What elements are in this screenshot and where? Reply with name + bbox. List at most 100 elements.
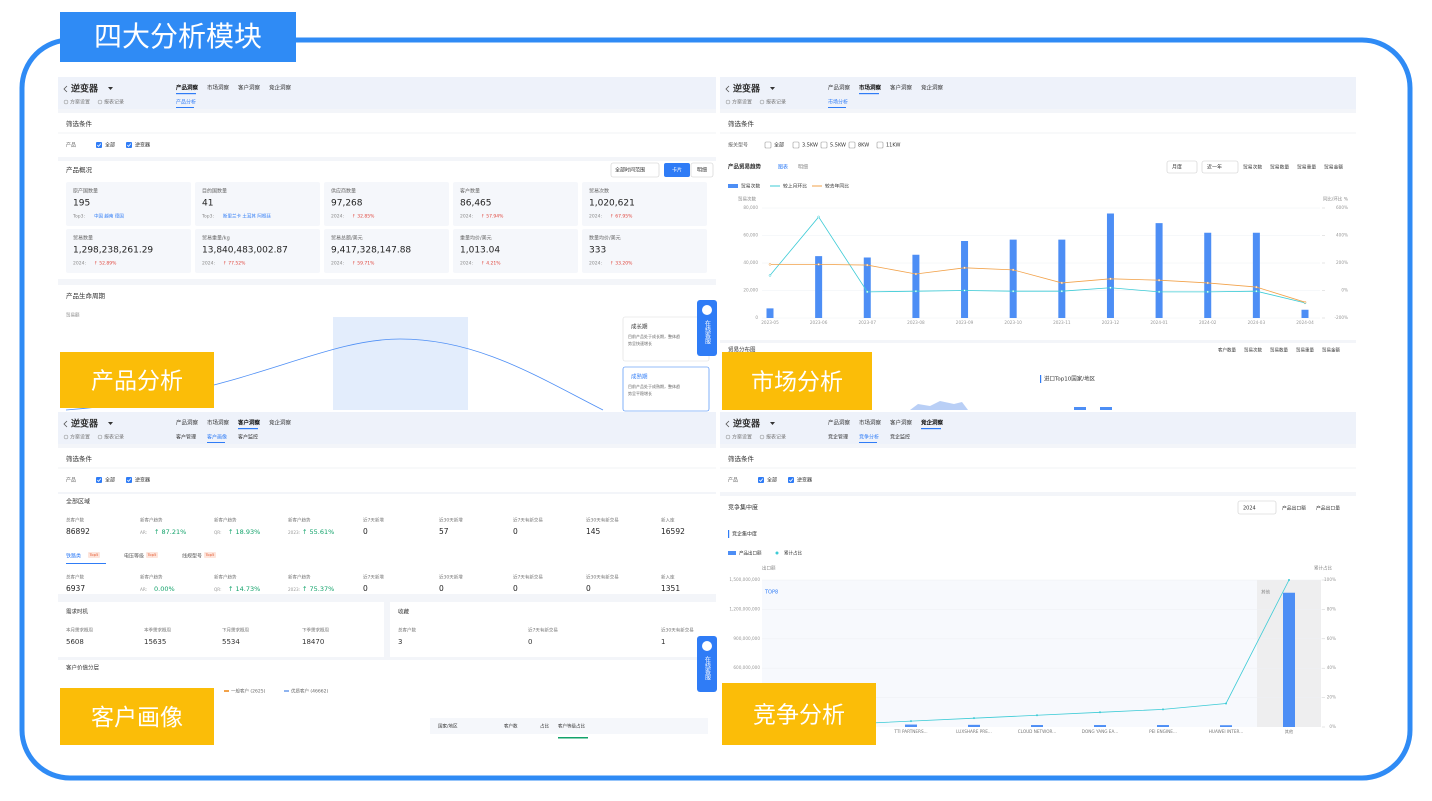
nav-tab[interactable]: 客户洞察 <box>237 419 261 427</box>
filter-option[interactable]: 3.5KW <box>802 143 818 149</box>
nav-tab[interactable]: 产品洞察 <box>176 84 199 92</box>
toggle-label[interactable]: 卡片 <box>672 167 682 174</box>
period[interactable]: 月度 <box>1172 164 1182 171</box>
filter-option[interactable]: 逆变器 <box>135 477 150 484</box>
filter-option[interactable]: 全部 <box>105 142 115 149</box>
selector[interactable]: 逆变器 <box>71 83 99 95</box>
setting-link[interactable]: 方案设置 <box>732 99 752 106</box>
line-point <box>1036 714 1038 717</box>
nav-tab[interactable]: 产品洞察 <box>176 419 199 427</box>
view-tab[interactable]: 图表 <box>778 164 788 171</box>
service-label[interactable]: 在线客服 <box>704 319 711 345</box>
metric-button[interactable]: 产品出口量 <box>1316 505 1340 512</box>
filter-option[interactable]: 8KW <box>858 143 869 149</box>
year[interactable]: 2024 <box>1243 506 1256 512</box>
map-bar <box>1074 407 1086 410</box>
filter-label: 产品 <box>66 142 76 149</box>
filter-option[interactable]: 全部 <box>105 477 115 484</box>
filter-option[interactable]: 逆变器 <box>135 142 150 149</box>
setting-link[interactable]: 方案设置 <box>70 99 90 106</box>
metric-button[interactable]: 贸易金额 <box>1322 347 1340 354</box>
metric-button[interactable]: 贸易次数 <box>1243 164 1262 171</box>
filter-card <box>58 448 716 492</box>
nav-tab[interactable]: 竞企洞察 <box>921 84 944 92</box>
nav-tab[interactable]: 市场洞察 <box>859 419 882 427</box>
group-tab[interactable]: 线规型号 <box>182 553 202 560</box>
selector[interactable]: 逆变器 <box>733 418 761 430</box>
line-point <box>910 720 912 723</box>
nav-tab[interactable]: 竞企洞察 <box>920 419 944 427</box>
setting-link[interactable]: 报表记录 <box>766 99 786 106</box>
sub-tab[interactable]: 客户画像 <box>207 434 227 441</box>
setting-link[interactable]: 方案设置 <box>70 434 90 441</box>
metric-button[interactable]: 贸易数量 <box>1270 347 1288 354</box>
stat-card <box>582 229 707 273</box>
metric-value: ↑ 75.37% <box>302 585 334 593</box>
axis-title: 贸易次数 <box>738 196 756 203</box>
metric-label: 新客户趋势 <box>140 574 163 581</box>
bar <box>863 257 871 318</box>
x-tick-label: 2024-02 <box>1199 320 1217 325</box>
sub-tab[interactable]: 竞企监控 <box>890 434 910 441</box>
y2-tick-label: 20% <box>1327 695 1336 700</box>
nav-tab[interactable]: 市场洞察 <box>207 84 230 92</box>
filter-option[interactable]: 逆变器 <box>797 477 812 484</box>
metric-button[interactable]: 客户数量 <box>1218 347 1236 354</box>
nav-tab[interactable]: 产品洞察 <box>828 84 851 92</box>
section-title: 竞争集中度 <box>728 504 758 512</box>
progress-bar <box>558 737 588 739</box>
metric-button[interactable]: 产品出口额 <box>1282 505 1306 512</box>
nav-tab[interactable]: 市场洞察 <box>207 419 230 427</box>
selector[interactable]: 逆变器 <box>733 83 761 95</box>
sub-tab[interactable]: 客户监控 <box>238 434 258 441</box>
nav-tab[interactable]: 客户洞察 <box>890 84 913 92</box>
setting-link[interactable]: 报表记录 <box>104 434 124 441</box>
metric-value: 0 <box>528 638 532 646</box>
line-point <box>817 215 820 219</box>
chart-card <box>720 157 1356 340</box>
metric-button[interactable]: 贸易金额 <box>1324 164 1343 171</box>
axis-title: 累计占比 <box>1314 565 1332 572</box>
group-tab[interactable]: 电压等级 <box>124 553 144 560</box>
range[interactable]: 全部时间范围 <box>615 167 645 174</box>
title-bar <box>1040 375 1042 383</box>
nav-tab[interactable]: 客户洞察 <box>238 84 261 92</box>
sub-tab[interactable]: 客户管理 <box>176 434 196 441</box>
setting-link[interactable]: 报表记录 <box>104 99 124 106</box>
sub-tab[interactable]: 产品分析 <box>176 99 196 106</box>
nav-tab[interactable]: 客户洞察 <box>890 419 913 427</box>
line-point <box>817 263 820 266</box>
check-mark <box>127 478 132 483</box>
stat-label: 贸易次数 <box>589 188 609 195</box>
nav-tab[interactable]: 市场洞察 <box>859 84 882 92</box>
toggle-label[interactable]: 明细 <box>697 167 707 174</box>
sub-tab[interactable]: 竞企管理 <box>828 434 848 441</box>
metric-value: 15635 <box>144 638 166 646</box>
metric-label: 下月需求概周 <box>222 627 249 634</box>
filter-option[interactable]: 全部 <box>767 477 777 484</box>
dropdown-icon <box>770 87 775 90</box>
metric-label: 新客户趋势 <box>214 574 237 581</box>
x-tick-label: PEI ENGINE... <box>1149 729 1177 734</box>
stat-trend: ↑ 4.21% <box>481 261 501 267</box>
metric-button[interactable]: 贸易数量 <box>1270 164 1289 171</box>
sub-tab[interactable]: 市场分析 <box>828 99 848 106</box>
nav-tab[interactable]: 竞企洞察 <box>269 419 292 427</box>
group-tab[interactable]: 铁路类 <box>66 553 81 560</box>
setting-link[interactable]: 报表记录 <box>766 434 786 441</box>
setting-link[interactable]: 方案设置 <box>732 434 752 441</box>
filter-option[interactable]: 全部 <box>774 142 784 149</box>
metric-button[interactable]: 贸易次数 <box>1244 347 1262 354</box>
metric-button[interactable]: 贸易重量 <box>1297 164 1316 171</box>
nav-tab[interactable]: 竞企洞察 <box>269 84 292 92</box>
service-label[interactable]: 在线客服 <box>704 655 711 681</box>
metric-button[interactable]: 贸易重量 <box>1296 347 1314 354</box>
span[interactable]: 近一年 <box>1207 164 1222 171</box>
view-tab[interactable]: 明细 <box>798 164 808 171</box>
metric-value: 5608 <box>66 638 84 646</box>
sub-tab[interactable]: 竞争分析 <box>859 434 879 441</box>
filter-option[interactable]: 5.5KW <box>830 143 846 149</box>
filter-option[interactable]: 11KW <box>886 143 900 149</box>
nav-tab[interactable]: 产品洞察 <box>828 419 851 427</box>
selector[interactable]: 逆变器 <box>71 418 99 430</box>
